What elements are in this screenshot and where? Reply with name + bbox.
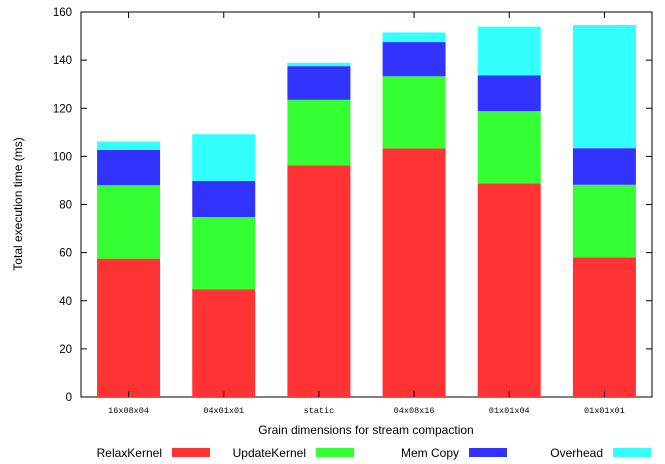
legend-swatch [469,448,507,457]
x-tick-label: 01x01x01 [584,406,625,416]
bar-segment-updatekernel [477,111,541,184]
x-tick-label: static [304,406,335,416]
x-tick-label: 04x08x16 [394,406,435,416]
legend-label: RelaxKernel [97,446,162,460]
bar-segment-updatekernel [97,185,161,259]
legend-label: Overhead [550,446,603,460]
bar-segment-relaxkernel [287,165,351,397]
legend-swatch [613,448,651,457]
y-tick-label: 20 [59,344,72,356]
legend-label: Mem Copy [401,446,459,460]
bar-segment-overhead [97,141,161,150]
y-tick-label: 100 [53,151,72,163]
legend-swatch [316,448,354,457]
bar-segment-relaxkernel [477,183,541,397]
y-tick-label: 120 [53,103,72,115]
bar-segment-relaxkernel [572,257,636,397]
bar-segment-updatekernel [382,76,446,149]
bar-segment-mem-copy [572,148,636,185]
bar-segment-updatekernel [192,217,256,290]
bar-segment-updatekernel [572,184,636,258]
bar-segment-mem-copy [287,66,351,100]
y-axis: 0 20 40 60 80 100 120 140 160 [53,7,652,404]
bar-segment-updatekernel [287,99,351,166]
x-axis: 16x08x04 04x01x01 static 04x08x16 01x01x04 01… [108,12,625,416]
x-tick-label: 04x01x01 [203,406,244,416]
y-tick-label: 140 [53,55,72,67]
x-tick-label: 01x01x04 [489,406,530,416]
y-tick-label: 0 [66,392,72,404]
bar-segment-overhead [287,62,351,67]
y-tick-label: 80 [59,200,72,212]
bar-segment-mem-copy [192,180,256,218]
legend-swatch [172,448,210,457]
bar-segment-mem-copy [382,42,446,77]
y-tick-label: 60 [59,248,72,260]
plot-frame [80,11,653,398]
bar-segment-overhead [572,24,636,149]
bar-segment-relaxkernel [192,289,256,397]
bars-group [97,24,636,397]
bar-segment-relaxkernel [382,148,446,397]
bar-segment-mem-copy [477,75,541,112]
y-tick-label: 160 [53,7,72,19]
bar-segment-overhead [192,134,256,181]
legend-label: UpdateKernel [233,446,306,460]
bar-segment-relaxkernel [97,258,161,397]
x-tick-label: 16x08x04 [108,406,149,416]
bar-segment-overhead [477,26,541,76]
bar-segment-overhead [382,32,446,43]
legend: RelaxKernel UpdateKernel Mem Copy Overhead [97,446,651,460]
x-axis-label: Grain dimensions for stream compaction [258,423,473,437]
y-axis-label: Total execution time (ms) [11,137,25,270]
y-tick-label: 40 [59,296,72,308]
bar-segment-mem-copy [97,149,161,186]
